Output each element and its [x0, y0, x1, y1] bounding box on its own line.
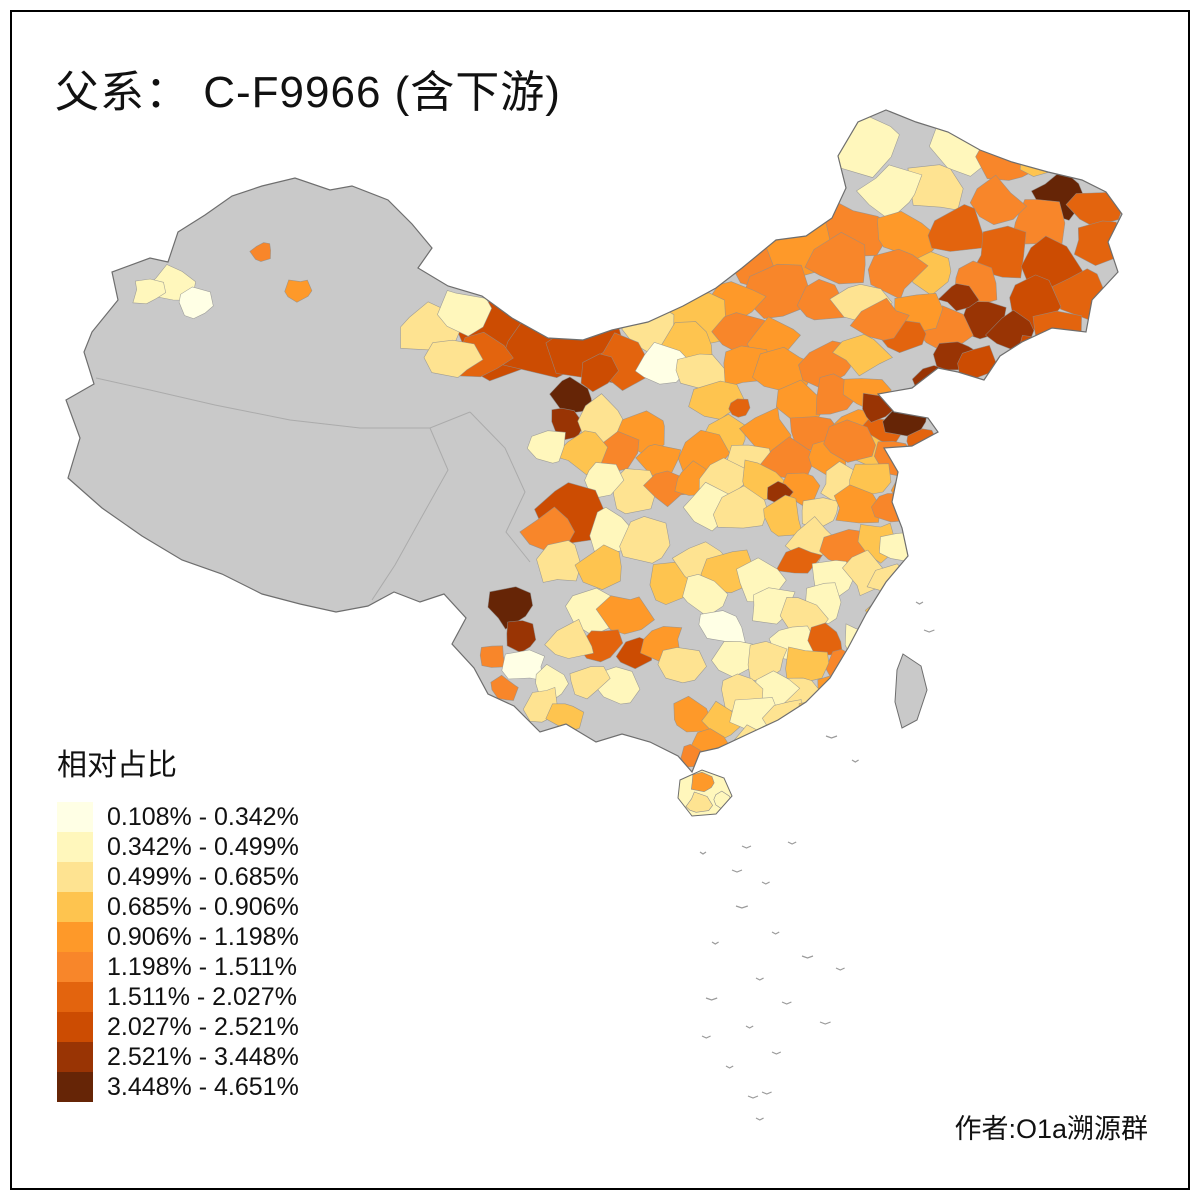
legend-label: 1.198% - 1.511% — [107, 952, 297, 981]
legend-row: 0.108% - 0.342% — [57, 802, 299, 832]
legend-swatch — [57, 892, 93, 922]
legend-swatch — [57, 1072, 93, 1102]
legend-row: 2.521% - 3.448% — [57, 1042, 299, 1072]
legend-row: 1.198% - 1.511% — [57, 952, 299, 982]
legend-label: 0.499% - 0.685% — [107, 862, 299, 891]
legend-swatch — [57, 802, 93, 832]
legend-row: 1.511% - 2.027% — [57, 982, 299, 1012]
legend-row: 0.499% - 0.685% — [57, 862, 299, 892]
legend-row: 0.342% - 0.499% — [57, 832, 299, 862]
legend-label: 2.027% - 2.521% — [107, 1012, 299, 1041]
legend-label: 1.511% - 2.027% — [107, 982, 297, 1011]
page-title: 父系： C-F9966 (含下游) — [55, 68, 561, 117]
legend-label: 0.685% - 0.906% — [107, 892, 299, 921]
legend-swatch — [57, 952, 93, 982]
legend-label: 2.521% - 3.448% — [107, 1042, 299, 1071]
legend-label: 0.342% - 0.499% — [107, 832, 299, 861]
legend-swatch — [57, 832, 93, 862]
legend-row: 0.685% - 0.906% — [57, 892, 299, 922]
legend: 相对占比 0.108% - 0.342% 0.342% - 0.499% 0.499… — [57, 740, 299, 1102]
legend-swatch — [57, 982, 93, 1012]
legend-row: 0.906% - 1.198% — [57, 922, 299, 952]
legend-label: 0.906% - 1.198% — [107, 922, 299, 951]
legend-swatch — [57, 862, 93, 892]
legend-row: 2.027% - 2.521% — [57, 1012, 299, 1042]
legend-title: 相对占比 — [57, 749, 177, 782]
legend-swatch — [57, 922, 93, 952]
legend-rows: 0.108% - 0.342% 0.342% - 0.499% 0.499% - 0… — [57, 802, 299, 1102]
credit-text: 作者:O1a溯源群 — [954, 1114, 1148, 1144]
legend-swatch — [57, 1012, 93, 1042]
legend-label: 0.108% - 0.342% — [107, 802, 299, 831]
legend-label: 3.448% - 4.651% — [107, 1072, 299, 1101]
legend-swatch — [57, 1042, 93, 1072]
legend-row: 3.448% - 4.651% — [57, 1072, 299, 1102]
